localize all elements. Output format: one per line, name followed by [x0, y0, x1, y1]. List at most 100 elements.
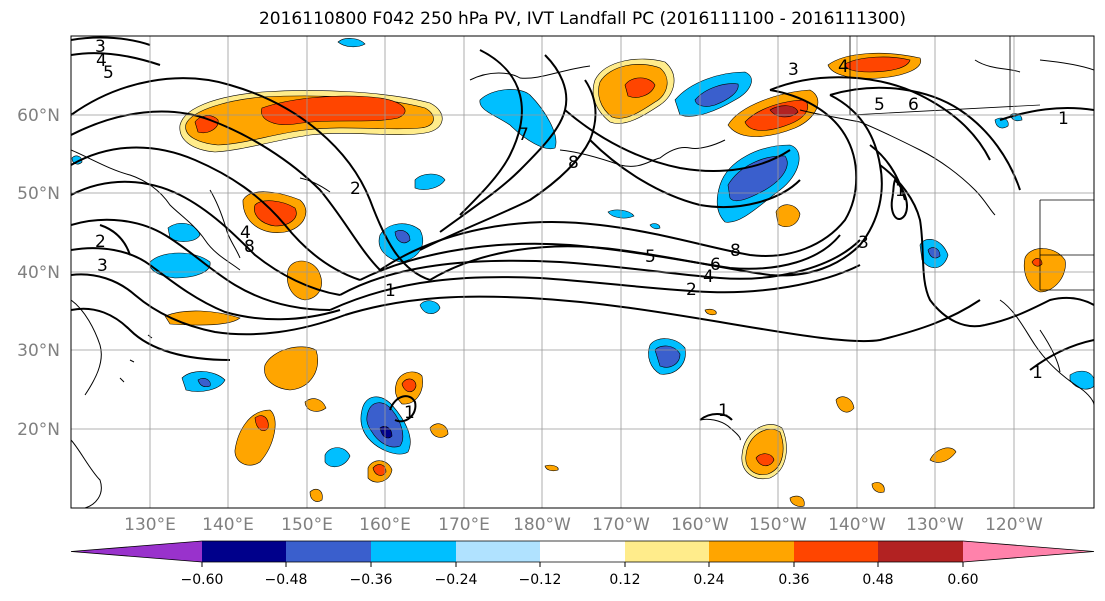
- pv-negative-region: [927, 247, 941, 259]
- pv-negative-region: [414, 173, 446, 190]
- colorbar-tick-label: 0.12: [609, 572, 640, 588]
- colorbar-segment: [286, 541, 371, 562]
- map-canvas: 3 4 5 2 3 1 2 4 8 7 8 5 6 2 4 8 3 1 1 3 …: [71, 36, 1094, 508]
- lon-label: 150°W: [749, 515, 807, 535]
- contour-label: 4: [703, 267, 714, 287]
- lat-label: 20°N: [17, 420, 60, 440]
- pv-positive-region: [844, 56, 911, 73]
- colorbar-tick-label: −0.12: [519, 572, 562, 588]
- pv-positive-region: [429, 423, 449, 438]
- pv-negative-region: [1069, 370, 1094, 390]
- pv-positive-region: [372, 464, 387, 476]
- colorbar-segments: [70, 540, 1095, 563]
- lat-label: 50°N: [17, 184, 60, 204]
- pv-negative-region: [654, 345, 681, 368]
- pv-positive-region: [544, 464, 559, 472]
- pv-positive-region: [929, 447, 957, 463]
- contour-label: 2: [686, 280, 697, 300]
- pv-positive-region: [304, 398, 327, 412]
- pv-positive-region: [835, 396, 855, 413]
- lat-label: 60°N: [17, 106, 60, 126]
- pv-positive-region: [401, 378, 417, 393]
- colorbar: −0.60 −0.48 −0.36 −0.24 −0.12 0.12 0.24 …: [70, 540, 1095, 588]
- colorbar-extension-min: [71, 541, 202, 562]
- pv-negative-region: [197, 378, 211, 388]
- lon-label: 120°W: [985, 515, 1043, 535]
- contour-label: 8: [568, 153, 579, 173]
- lon-label: 170°W: [592, 515, 650, 535]
- pv-positive-region: [624, 77, 656, 98]
- colorbar-segment: [202, 541, 286, 562]
- contour-label: 3: [858, 233, 869, 253]
- contour-label: 8: [730, 241, 741, 261]
- lon-label: 130°E: [124, 515, 176, 535]
- colorbar-tick-label: −0.60: [181, 572, 224, 588]
- colorbar-segment: [371, 541, 456, 562]
- colorbar-tick-label: 0.48: [862, 572, 893, 588]
- longitude-labels: 130°E 140°E 150°E 160°E 170°E 180°W 170°…: [124, 515, 1043, 535]
- pv-negative-region: [419, 300, 441, 314]
- pv-negative-region: [167, 222, 201, 242]
- contour-labels: 3 4 5 2 3 1 2 4 8 7 8 5 6 2 4 8 3 1 1 3 …: [95, 37, 1069, 423]
- colorbar-tick-label: 0.24: [693, 572, 724, 588]
- contour-label: 4: [240, 223, 251, 243]
- pv-positive-region: [755, 453, 775, 467]
- lon-label: 160°E: [359, 515, 411, 535]
- pv-negative-region: [649, 223, 661, 230]
- pv-positive-region: [261, 95, 406, 125]
- contour-label: 2: [95, 232, 106, 252]
- contour-label: 1: [404, 403, 415, 423]
- latitude-labels: 60°N 50°N 40°N 30°N 20°N: [17, 106, 60, 440]
- pv-negative-region: [394, 230, 411, 244]
- colorbar-segment: [878, 541, 963, 562]
- pv-negative-region: [694, 83, 739, 107]
- contour-label: 1: [385, 281, 396, 301]
- colorbar-segment: [709, 541, 794, 562]
- pv-positive-region: [789, 495, 805, 507]
- contour-label: 4: [96, 51, 107, 71]
- colorbar-tick-label: −0.24: [435, 572, 478, 588]
- pv-positive-region: [309, 488, 323, 502]
- pv-anomaly-shading: [71, 38, 1094, 507]
- lon-label: 180°W: [513, 515, 571, 535]
- lon-label: 130°W: [906, 515, 964, 535]
- colorbar-tick-label: −0.48: [265, 572, 308, 588]
- pv-negative-region: [324, 447, 351, 468]
- ivt-contours: [71, 36, 1094, 423]
- plot-title: 2016110800 F042 250 hPa PV, IVT Landfall…: [258, 9, 906, 29]
- contour-label: 3: [95, 37, 106, 57]
- colorbar-segment: [456, 541, 540, 562]
- lon-label: 170°E: [438, 515, 490, 535]
- pv-positive-region: [287, 260, 322, 301]
- pv-negative-region: [149, 252, 211, 279]
- colorbar-tick-label: 0.36: [778, 572, 809, 588]
- lon-label: 140°W: [828, 515, 886, 535]
- contour-label: 3: [788, 60, 799, 80]
- gridlines: [71, 36, 1094, 508]
- colorbar-tick-labels: −0.60 −0.48 −0.36 −0.24 −0.12 0.12 0.24 …: [181, 572, 979, 588]
- pv-positive-region: [775, 204, 801, 227]
- pv-positive-region: [1031, 258, 1043, 267]
- contour-label: 5: [874, 95, 885, 115]
- pv-positive-region: [264, 346, 318, 391]
- contour-label: 6: [908, 95, 919, 115]
- lat-label: 30°N: [17, 341, 60, 361]
- lat-label: 40°N: [17, 263, 60, 283]
- contour-label: 7: [518, 125, 529, 145]
- contour-label: 1: [895, 181, 906, 201]
- colorbar-extension-max: [963, 541, 1094, 562]
- pv-positive-region: [704, 308, 717, 316]
- pv-positive-region: [871, 482, 885, 493]
- contour-label: 3: [97, 256, 108, 276]
- map-frame: [70, 35, 1095, 509]
- lon-label: 160°W: [671, 515, 729, 535]
- colorbar-segment: [794, 541, 878, 562]
- contour-label: 1: [718, 401, 729, 421]
- pv-negative-region: [727, 155, 788, 202]
- colorbar-tick-label: 0.60: [947, 572, 978, 588]
- pv-negative-region: [994, 117, 1009, 129]
- lon-label: 150°E: [281, 515, 333, 535]
- contour-label: 5: [103, 63, 114, 83]
- pv-negative-region: [378, 223, 424, 263]
- contour-label: 8: [244, 237, 255, 257]
